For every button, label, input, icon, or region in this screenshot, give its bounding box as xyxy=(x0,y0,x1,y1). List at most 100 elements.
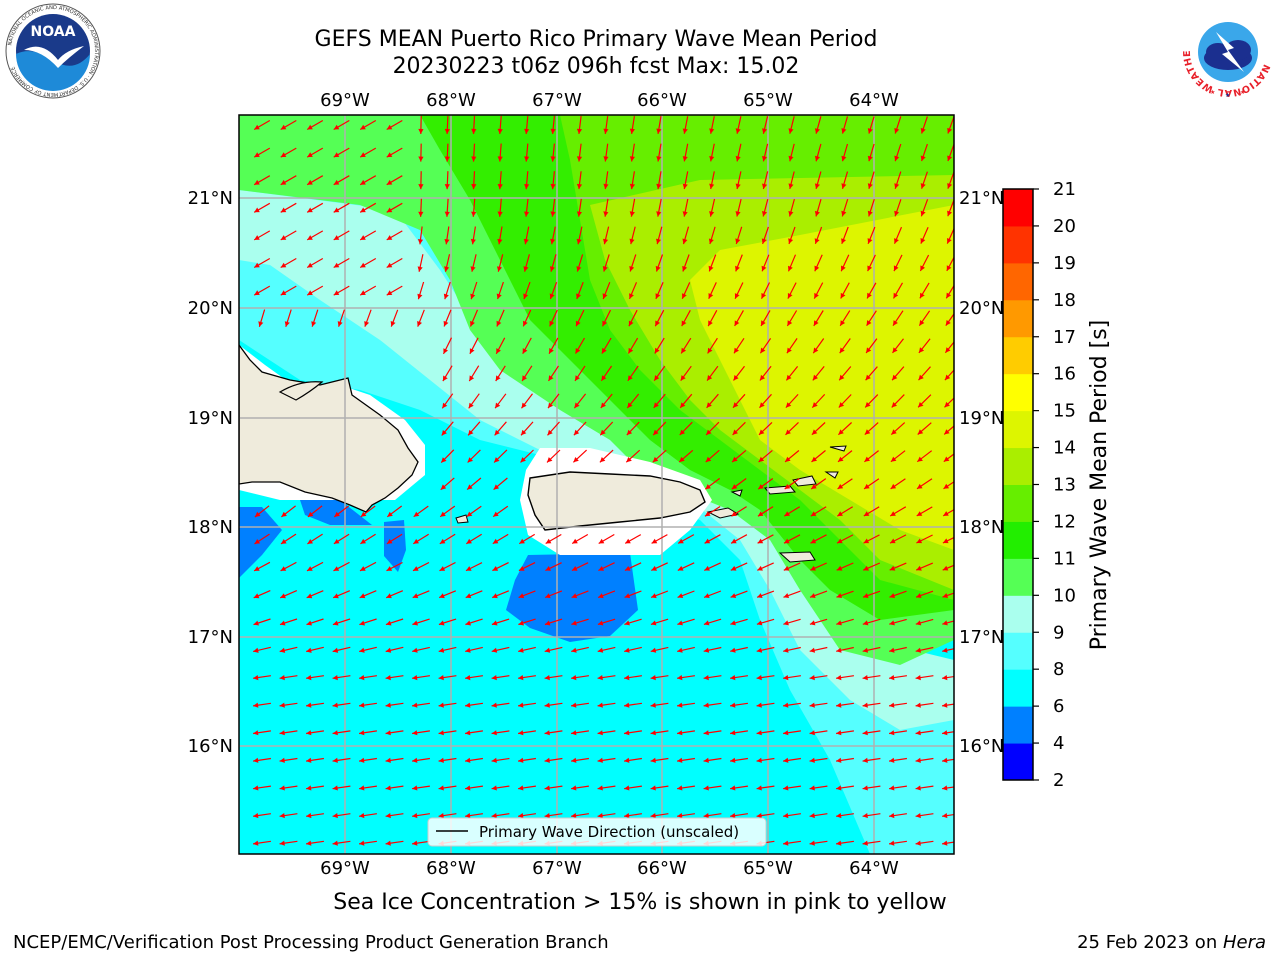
wave-arrow-head xyxy=(732,429,738,435)
wave-arrow-head xyxy=(919,320,925,326)
wave-arrow-head xyxy=(491,785,497,791)
wave-arrow-head xyxy=(786,374,792,381)
wave-arrow-head xyxy=(518,566,525,571)
wave-arrow-head xyxy=(597,730,603,736)
wave-arrow-head xyxy=(597,620,604,626)
wave-arrow-head xyxy=(915,730,921,736)
wave-arrow-head xyxy=(307,235,313,240)
wave-arrow-head xyxy=(518,813,524,819)
wave-arrow-head xyxy=(332,757,338,763)
wave-arrow-head xyxy=(417,266,423,272)
wave-arrow-head xyxy=(360,566,366,571)
wave-arrow-head xyxy=(731,538,737,544)
wave-arrow-head xyxy=(521,402,527,409)
wave-arrow-head xyxy=(650,785,656,791)
wave-arrow-head xyxy=(468,429,474,436)
wave-arrow-head xyxy=(359,730,365,736)
wave-arrow-head xyxy=(682,183,688,189)
wave-arrow-head xyxy=(862,757,868,763)
wave-arrow-head xyxy=(467,457,473,463)
wave-arrow-head xyxy=(784,511,790,517)
wave-arrow-head xyxy=(438,675,444,681)
wave-arrow-head xyxy=(706,429,712,435)
wave-arrow-head xyxy=(735,183,741,189)
wave-arrow-head xyxy=(386,124,393,130)
wave-arrow-head xyxy=(783,702,789,708)
wave-arrow-head xyxy=(602,266,608,272)
wave-arrow-head xyxy=(442,402,448,409)
wave-arrow-head xyxy=(946,265,952,271)
wave-arrow-head xyxy=(783,757,789,763)
wave-arrow-head xyxy=(253,730,259,736)
wave-arrow-head xyxy=(629,183,635,190)
colorbar-tick-label: 18 xyxy=(1053,290,1076,311)
wave-arrow-head xyxy=(945,320,951,326)
wave-arrow-head xyxy=(279,702,285,708)
wave-arrow-head xyxy=(762,183,768,189)
wave-arrow-head xyxy=(624,620,630,626)
wave-arrow-head xyxy=(677,620,683,626)
wave-arrow-head xyxy=(254,539,261,544)
lon-ticks-bottom: 69°W 68°W 67°W 66°W 65°W 64°W xyxy=(320,858,899,879)
wave-arrow-head xyxy=(280,262,287,268)
wave-arrow-head xyxy=(889,813,895,819)
wave-arrow-head xyxy=(920,155,926,162)
svg-text:★: ★ xyxy=(1225,92,1230,99)
wave-arrow-head xyxy=(705,484,711,490)
wave-arrow-head xyxy=(762,155,768,162)
wave-arrow-head xyxy=(418,211,424,217)
wave-arrow-head xyxy=(787,320,793,326)
wave-arrow-head xyxy=(920,183,926,189)
wave-arrow-head xyxy=(306,620,312,626)
wave-arrow-head xyxy=(783,647,789,653)
wave-arrow-head xyxy=(386,262,393,268)
wave-arrow-head xyxy=(518,620,524,626)
wave-arrow-head xyxy=(889,565,896,571)
wave-arrow-head xyxy=(550,128,556,134)
wave-arrow-head xyxy=(280,152,287,158)
wave-arrow-head xyxy=(677,813,683,819)
wave-arrow-head xyxy=(438,757,444,763)
wave-arrow-head xyxy=(810,868,815,873)
wave-arrow-head xyxy=(653,429,659,436)
wave-arrow-head xyxy=(547,429,553,436)
lat-tick: 18°N xyxy=(959,517,1004,538)
wave-arrow-head xyxy=(788,155,794,162)
wave-arrow-head xyxy=(681,347,687,354)
wave-arrow-head xyxy=(704,511,711,517)
wave-arrow-head xyxy=(730,620,736,626)
wave-arrow-head xyxy=(629,238,635,245)
wave-direction-arrows xyxy=(253,115,954,873)
wave-arrow-head xyxy=(468,402,474,409)
wave-arrow-head xyxy=(890,538,896,544)
wave-arrow-head xyxy=(444,266,450,272)
wave-arrow-head xyxy=(495,402,501,409)
wave-arrow-head xyxy=(756,813,762,819)
wave-arrow-head xyxy=(469,348,475,354)
wave-arrow-head xyxy=(731,511,737,517)
colorbar-tick-label: 19 xyxy=(1053,253,1076,274)
colorbar xyxy=(1003,189,1033,781)
wave-arrow-head xyxy=(783,730,789,736)
wave-arrow-head xyxy=(757,565,763,571)
wave-arrow-head xyxy=(809,813,815,819)
wave-arrow-head xyxy=(703,675,709,681)
wave-arrow-head xyxy=(547,457,553,463)
legend-label: Primary Wave Direction (unscaled) xyxy=(479,823,739,841)
wave-arrow-head xyxy=(890,483,897,489)
wave-arrow-head xyxy=(575,348,581,354)
wave-arrow-head xyxy=(280,620,286,626)
wave-arrow-head xyxy=(841,265,846,272)
lon-tick: 68°W xyxy=(426,858,476,879)
wave-arrow-head xyxy=(920,265,925,271)
wave-arrow-head xyxy=(491,813,497,819)
wave-arrow-head xyxy=(916,565,922,571)
wave-arrow-head xyxy=(306,675,312,681)
wave-arrow-head xyxy=(703,757,709,763)
colorbar-segment xyxy=(1003,299,1033,338)
wave-arrow-head xyxy=(491,647,498,653)
wave-arrow-head xyxy=(836,675,842,681)
wave-arrow-head xyxy=(863,511,870,516)
wave-arrow-head xyxy=(279,675,285,681)
